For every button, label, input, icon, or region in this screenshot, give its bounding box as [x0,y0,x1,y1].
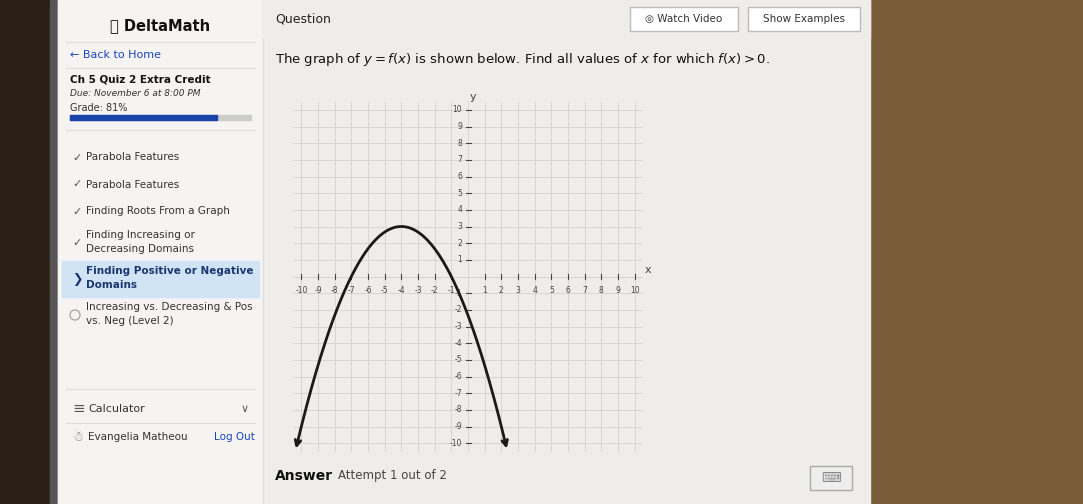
Text: ✓: ✓ [71,153,81,162]
Text: ✓: ✓ [71,238,81,248]
Text: Evangelia Matheou: Evangelia Matheou [88,432,187,442]
Text: 5: 5 [549,286,553,295]
Text: Show Examples: Show Examples [764,14,845,24]
Bar [58,0,263,504]
Text: -4: -4 [397,286,405,295]
Text: -2: -2 [431,286,439,295]
Text: -5: -5 [455,355,462,364]
Text: -6: -6 [455,372,462,381]
Text: x: x [644,265,651,275]
Text: Parabola Features: Parabola Features [86,153,180,162]
Text: Attempt 1 out of 2: Attempt 1 out of 2 [338,470,447,482]
Text: Finding Positive or Negative: Finding Positive or Negative [86,266,253,276]
Bar [70,115,251,120]
Text: 6: 6 [565,286,571,295]
Text: -6: -6 [364,286,371,295]
Text: ← Back to Home: ← Back to Home [70,50,161,60]
Bar [0,0,50,504]
Text: Question: Question [275,13,331,26]
Text: ⌨: ⌨ [821,471,841,485]
Text: 1: 1 [457,256,462,264]
Text: 7: 7 [583,286,587,295]
Text: -3: -3 [455,322,462,331]
Text: 10: 10 [630,286,639,295]
Text: 1: 1 [482,286,487,295]
Text: 9: 9 [457,122,462,131]
Text: ✓: ✓ [71,179,81,190]
Bar [263,0,870,38]
Text: 8: 8 [457,139,462,148]
Text: -9: -9 [314,286,322,295]
Text: Finding Roots From a Graph: Finding Roots From a Graph [86,207,230,217]
Bar [62,261,259,297]
Text: Answer: Answer [275,469,334,483]
Text: 🎓 DeltaMath: 🎓 DeltaMath [110,19,210,33]
Text: 2: 2 [499,286,504,295]
Text: -8: -8 [455,405,462,414]
Text: Finding Increasing or: Finding Increasing or [86,230,195,240]
Text: Due: November 6 at 8:00 PM: Due: November 6 at 8:00 PM [70,90,200,98]
Text: Domains: Domains [86,280,138,290]
Text: 10: 10 [453,105,462,114]
Text: 3: 3 [457,222,462,231]
Text: 2: 2 [457,239,462,247]
Text: ❯: ❯ [71,273,82,285]
Text: -7: -7 [455,389,462,398]
Text: 6: 6 [457,172,462,181]
Text: 9: 9 [615,286,621,295]
Text: -1: -1 [455,289,462,298]
Bar [50,0,58,504]
Text: 8: 8 [599,286,603,295]
Text: -5: -5 [381,286,389,295]
Bar [70,115,217,120]
Text: 7: 7 [457,155,462,164]
Bar [748,7,860,31]
Bar [58,0,870,504]
Text: Calculator: Calculator [88,404,145,414]
Text: ☃: ☃ [71,430,84,444]
Text: -3: -3 [414,286,421,295]
Text: 3: 3 [516,286,521,295]
Bar [630,7,738,31]
Text: -2: -2 [455,305,462,314]
Text: y: y [470,92,477,101]
Text: ◎ Watch Video: ◎ Watch Video [645,14,722,24]
Text: -4: -4 [455,339,462,348]
Text: Increasing vs. Decreasing & Pos: Increasing vs. Decreasing & Pos [86,302,252,312]
Text: ≡: ≡ [71,402,84,416]
Text: ∨: ∨ [240,404,249,414]
Text: Decreasing Domains: Decreasing Domains [86,244,194,254]
Bar [810,466,852,490]
Text: -10: -10 [296,286,308,295]
Text: ✓: ✓ [71,207,81,217]
Text: Ch 5 Quiz 2 Extra Credit: Ch 5 Quiz 2 Extra Credit [70,75,210,85]
Text: The graph of $y = f(x)$ is shown below. Find all values of $x$ for which $f(x) >: The graph of $y = f(x)$ is shown below. … [275,51,770,69]
Text: 5: 5 [457,188,462,198]
Text: -7: -7 [348,286,355,295]
Text: -9: -9 [455,422,462,431]
Bar [870,0,1083,504]
Text: Log Out: Log Out [214,432,255,442]
Text: vs. Neg (Level 2): vs. Neg (Level 2) [86,316,173,326]
Text: 4: 4 [457,205,462,214]
Text: -1: -1 [447,286,455,295]
Text: -10: -10 [449,438,462,448]
Text: 4: 4 [532,286,537,295]
Text: Grade: 81%: Grade: 81% [70,103,128,113]
Text: -8: -8 [331,286,338,295]
Text: Parabola Features: Parabola Features [86,179,180,190]
